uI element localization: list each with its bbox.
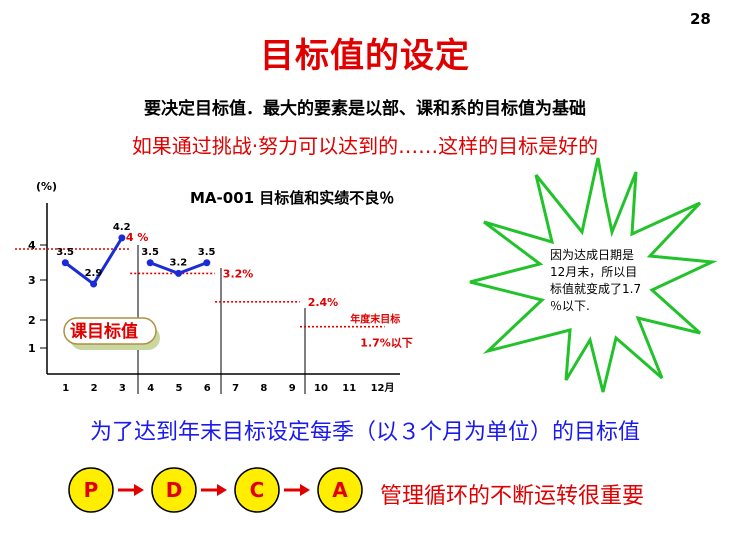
data-point — [61, 259, 69, 267]
data-point — [175, 269, 182, 277]
x-tick-label: 4 — [147, 383, 154, 394]
pdca-letter: A — [332, 478, 348, 502]
starburst-line: 因为达成日期是 — [550, 248, 634, 262]
x-tick-label: 9 — [289, 383, 296, 394]
target-label: 1.7%以下 — [360, 337, 413, 350]
data-label: 3.5 — [56, 247, 74, 258]
pdca-circle-p — [68, 467, 114, 513]
callout-label: 课目标值 — [70, 321, 138, 342]
target-label: 3.2% — [223, 267, 254, 280]
page-number: 28 — [690, 10, 711, 28]
starburst-line: ％以下. — [550, 299, 590, 313]
data-point — [90, 280, 98, 288]
data-label: 3.5 — [198, 247, 216, 258]
x-tick-label: 5 — [176, 383, 183, 394]
x-tick-label: 1 — [62, 383, 69, 394]
x-tick-label: 2 — [91, 383, 98, 394]
x-tick-label: 6 — [204, 383, 211, 394]
quarterly-target-statement: 为了达到年末目标设定每季（以３个月为单位）的目标值 — [89, 420, 640, 445]
pdca-circle-d — [151, 467, 197, 513]
data-label: 3.2 — [170, 257, 188, 268]
subtitle-basis: 要决定目标值．最大的要素是以部、课和系的目标值为基础 — [144, 99, 586, 119]
y-tick-label: 4 — [28, 239, 36, 252]
pdca-letter: C — [250, 478, 265, 502]
y-tick-label: 1 — [28, 342, 36, 355]
y-tick-label: 2 — [28, 314, 36, 327]
data-point — [146, 259, 154, 267]
y-axis-label: (%) — [36, 180, 57, 193]
x-tick-label: 3 — [119, 383, 126, 394]
pdca-caption: 管理循环的不断运转很重要 — [380, 484, 645, 509]
target-label: 2.4% — [308, 296, 339, 309]
pdca-circle-c — [234, 467, 280, 513]
pdca-arrow-head — [134, 484, 144, 496]
pdca-letter: P — [84, 478, 99, 502]
y-tick-label: 3 — [28, 274, 36, 287]
x-tick-label: 11 — [342, 383, 356, 394]
x-tick-label: 7 — [232, 383, 239, 394]
data-label: 4.2 — [113, 222, 131, 233]
callout-box — [63, 317, 157, 345]
x-tick-label: 10 — [314, 383, 328, 394]
pdca-letter: D — [166, 478, 183, 502]
pdca-arrow-head — [300, 484, 310, 496]
target-label: 4 % — [126, 231, 149, 244]
page-title: 目标值的设定 — [260, 36, 470, 76]
starburst-line: 标值就变成了1.7 — [550, 281, 641, 296]
pdca-circle-a — [317, 467, 363, 513]
starburst-line: 12月末，所以目 — [550, 265, 637, 279]
target-extra-label: 年度末目标 — [350, 313, 400, 326]
data-label: 2.9 — [85, 268, 103, 279]
subtitle-challenge: 如果通过挑战·努力可以达到的……这样的目标是好的 — [131, 134, 599, 158]
x-tick-label: 8 — [260, 383, 267, 394]
pdca-arrow-head — [217, 484, 227, 496]
data-label: 3.5 — [141, 247, 159, 258]
data-point — [203, 259, 211, 267]
chart-title: MA-001 目标值和实绩不良％ — [190, 189, 394, 207]
starburst-shape — [469, 157, 718, 393]
data-point — [118, 234, 126, 242]
x-tick-label: 12月 — [371, 382, 395, 394]
